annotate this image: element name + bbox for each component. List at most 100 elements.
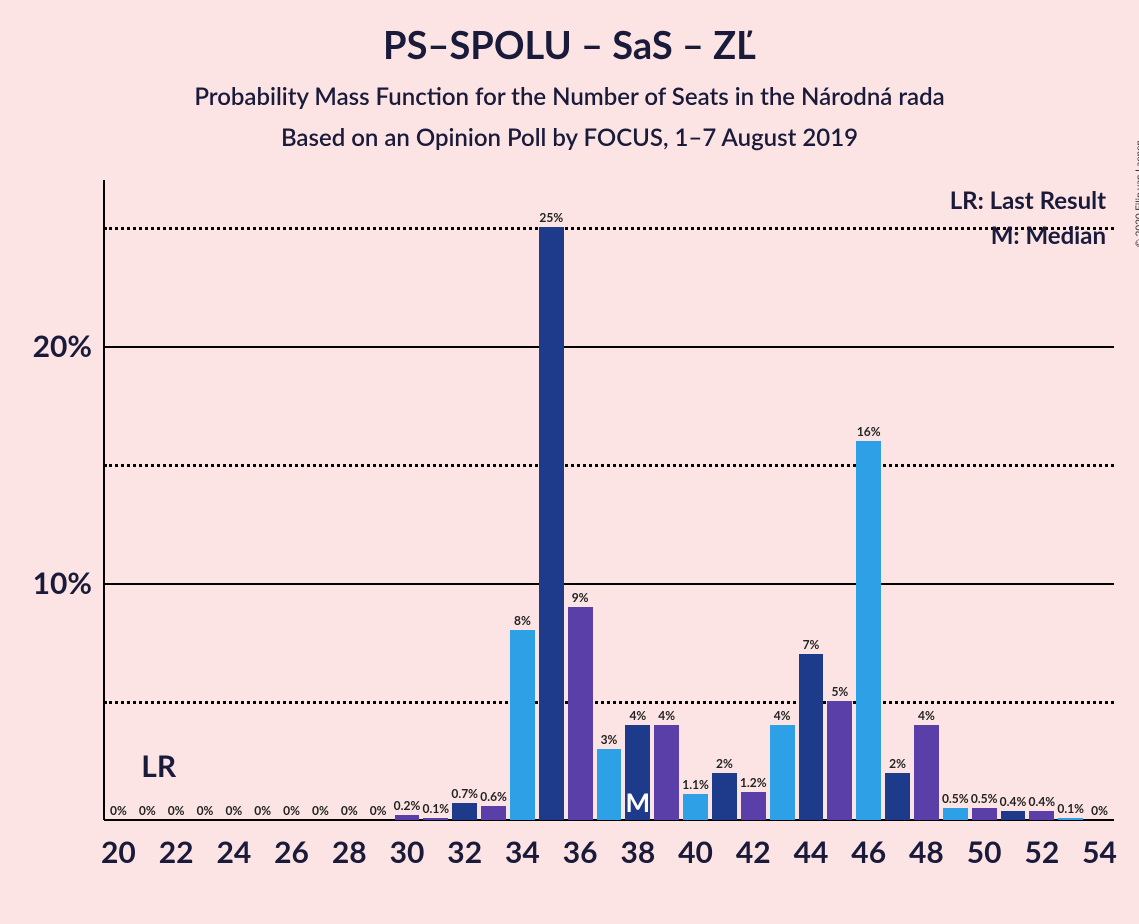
bar-value-label: 0.7%	[451, 786, 478, 803]
bar-group: 0%	[221, 180, 246, 820]
bar: 16%	[856, 441, 881, 820]
bar-value-label: 0%	[1091, 803, 1108, 820]
x-axis-label: 36	[563, 820, 598, 870]
bar-value-label: 0%	[168, 803, 185, 820]
chart-subtitle-1: Probability Mass Function for the Number…	[0, 82, 1139, 111]
bar: 25%	[539, 227, 564, 820]
bar: 0.6%	[481, 806, 506, 820]
bar-group: 0.1%	[1058, 180, 1083, 820]
bar-value-label: 0.1%	[423, 801, 450, 818]
bar: 9%	[568, 607, 593, 820]
bar-group: 4%	[625, 180, 650, 820]
bar-group: 7%	[799, 180, 824, 820]
x-axis-label: 32	[447, 820, 482, 870]
x-axis-label: 52	[1024, 820, 1059, 870]
bar-value-label: 0%	[283, 803, 300, 820]
bar-value-label: 0%	[341, 803, 358, 820]
bar-group: 3%	[597, 180, 622, 820]
bar-value-label: 0.6%	[480, 789, 507, 806]
bar-value-label: 0.4%	[1029, 794, 1056, 811]
bar-value-label: 0.2%	[394, 798, 421, 815]
bar-group: 1.2%	[741, 180, 766, 820]
bar-group: 0%	[250, 180, 275, 820]
bar-group: 4%	[914, 180, 939, 820]
bar-value-label: 0%	[197, 803, 214, 820]
bar-value-label: 4%	[774, 708, 791, 725]
bar-group: 0%	[164, 180, 189, 820]
bar-group: 4%	[654, 180, 679, 820]
bar: 0.4%	[1001, 811, 1026, 820]
bar-group: 0%	[106, 180, 131, 820]
bar-group: 1.1%	[683, 180, 708, 820]
bar-group: 2%	[712, 180, 737, 820]
bar-value-label: 25%	[539, 210, 563, 227]
bar: 2%	[712, 773, 737, 820]
bar-group: 0.1%	[423, 180, 448, 820]
x-axis-label: 44	[794, 820, 829, 870]
x-axis-label: 40	[678, 820, 713, 870]
x-axis-label: 20	[101, 820, 136, 870]
legend: LR: Last Result M: Median	[950, 186, 1106, 250]
bar: 7%	[799, 654, 824, 820]
bar-value-label: 0%	[139, 803, 156, 820]
bar-group: 2%	[885, 180, 910, 820]
x-axis-label: 54	[1082, 820, 1117, 870]
bar-value-label: 1.1%	[682, 777, 709, 794]
bar: 0.1%	[423, 818, 448, 820]
bar: 4%	[914, 725, 939, 820]
bar: 3%	[597, 749, 622, 820]
bar-group: 0%	[337, 180, 362, 820]
bar-value-label: 0%	[312, 803, 329, 820]
bar-group: 0.4%	[1001, 180, 1026, 820]
bar-value-label: 4%	[629, 708, 646, 725]
bar-group: 0.6%	[481, 180, 506, 820]
x-axis-label: 28	[332, 820, 367, 870]
legend-m: M: Median	[950, 221, 1106, 250]
bar-value-label: 8%	[514, 613, 531, 630]
bar-value-label: 4%	[918, 708, 935, 725]
bar-group: 0.4%	[1029, 180, 1054, 820]
y-axis-label: 20%	[33, 328, 104, 364]
x-axis-label: 46	[851, 820, 886, 870]
bar-group: 0%	[308, 180, 333, 820]
bar-group: 25%	[539, 180, 564, 820]
bar-value-label: 0.5%	[971, 791, 998, 808]
bar-group: 0%	[193, 180, 218, 820]
bar: 0.7%	[452, 803, 477, 820]
bar: 0.4%	[1029, 811, 1054, 820]
median-marker: M	[626, 786, 651, 818]
bar-group: 4%	[770, 180, 795, 820]
bar-value-label: 0.5%	[942, 791, 969, 808]
bar-group: 8%	[510, 180, 535, 820]
bar-group: 0%	[279, 180, 304, 820]
bar: 0.5%	[972, 808, 997, 820]
bar-group: 16%	[856, 180, 881, 820]
bar-value-label: 16%	[857, 424, 881, 441]
bar-value-label: 0.1%	[1057, 801, 1084, 818]
copyright-text: © 2020 Filip van Laenen	[1133, 140, 1139, 247]
chart-title: PS–SPOLU – SaS – ZĽ	[0, 0, 1139, 68]
bar-value-label: 0.4%	[1000, 794, 1027, 811]
bar-value-label: 7%	[803, 637, 820, 654]
bar-group: 5%	[827, 180, 852, 820]
bar-group: 9%	[568, 180, 593, 820]
bar: 1.1%	[683, 794, 708, 820]
bar-value-label: 5%	[831, 684, 848, 701]
bar: 1.2%	[741, 792, 766, 820]
bar: 0.5%	[943, 808, 968, 820]
bar-group: 0.5%	[972, 180, 997, 820]
bar: 0.1%	[1058, 818, 1083, 820]
bar-value-label: 1.2%	[740, 775, 767, 792]
x-axis-label: 26	[274, 820, 309, 870]
bar-group: 0%	[1087, 180, 1112, 820]
legend-lr: LR: Last Result	[950, 186, 1106, 215]
bar-value-label: 0%	[370, 803, 387, 820]
bar-value-label: 2%	[716, 756, 733, 773]
bar-group: 0%	[366, 180, 391, 820]
bar-value-label: 0%	[110, 803, 127, 820]
bar-value-label: 3%	[601, 732, 618, 749]
bar: 4%	[770, 725, 795, 820]
bar-value-label: 4%	[658, 708, 675, 725]
y-axis-label: 10%	[33, 565, 104, 601]
bar-group: 0.2%	[395, 180, 420, 820]
